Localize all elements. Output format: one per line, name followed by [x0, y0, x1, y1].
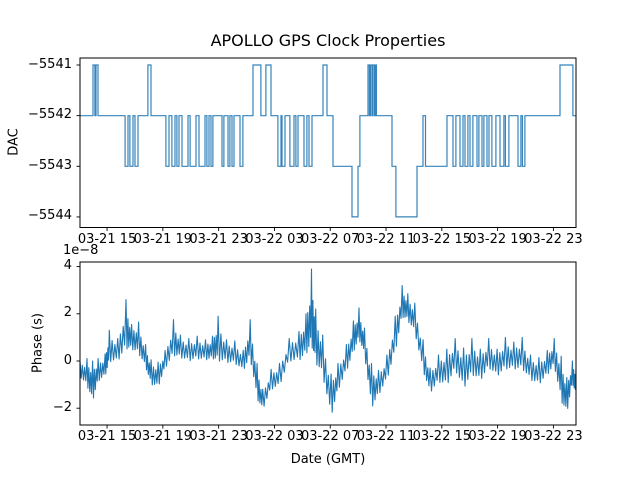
y-axis-offset-text: 1e−8	[63, 243, 99, 258]
x-tick-label: 03-22 11	[356, 429, 416, 444]
y-tick-label: 0	[63, 352, 72, 368]
x-tick-label: 03-22 03	[245, 429, 304, 444]
chart-title: APOLLO GPS Clock Properties	[210, 31, 446, 50]
x-tick-label: 03-21 15	[77, 429, 137, 444]
x-tick-label: 03-22 07	[300, 231, 360, 247]
x-tick-label: 03-22 23	[524, 429, 583, 444]
y-tick-label: 2	[63, 305, 72, 321]
bottom-axes-frame	[79, 261, 577, 426]
x-tick-label: 03-22 03	[245, 231, 304, 247]
x-tick-label: 03-22 19	[468, 231, 527, 247]
x-tick-label: 03-21 23	[189, 429, 248, 444]
y-tick-label: 4	[63, 258, 72, 274]
x-tick-label: 03-22 15	[412, 429, 472, 444]
dac-series-line	[80, 64, 576, 218]
x-tick-label: 03-22 19	[468, 429, 527, 444]
y-tick-label: −5543	[28, 157, 72, 173]
phase-series-line	[79, 268, 577, 413]
x-tick-label: 03-22 11	[356, 231, 416, 247]
x-tick-label: 03-21 15	[77, 231, 137, 247]
y-tick-label: −2	[52, 399, 72, 415]
x-tick-label: 03-21 19	[133, 429, 193, 444]
y-tick-label: −5544	[28, 208, 72, 224]
y-tick-label: −5541	[28, 56, 72, 72]
y-tick-label: −5542	[28, 107, 72, 123]
x-tick-label: 03-22 07	[300, 429, 360, 444]
x-axis-label: Date (GMT)	[290, 452, 366, 467]
x-tick-label: 03-22 23	[524, 231, 583, 247]
x-tick-label: 03-21 19	[133, 231, 193, 247]
x-tick-label: 03-22 15	[412, 231, 472, 247]
top-axes-frame	[79, 57, 577, 228]
x-tick-label: 03-21 23	[189, 231, 248, 247]
